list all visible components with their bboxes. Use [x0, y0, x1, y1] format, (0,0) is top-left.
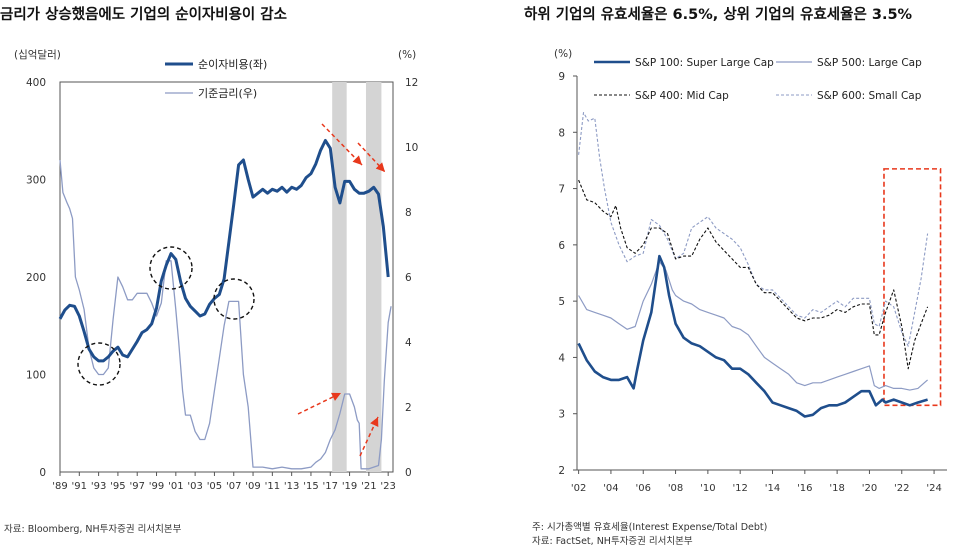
x-tick-label: '01: [168, 481, 183, 492]
right-y-tick-label: 12: [405, 77, 418, 89]
highlight-box: [883, 168, 942, 407]
x-tick-label: '09: [245, 481, 260, 492]
legend-label: S&P 100: Super Large Cap: [635, 57, 774, 69]
right-y-tick-label: 6: [405, 272, 412, 284]
shaded-period-1: [332, 82, 347, 472]
right-y-tick-label: 10: [405, 142, 418, 154]
right-chart-title: 하위 기업의 유효세율은 6.5%, 상위 기업의 유효세율은 3.5%: [524, 7, 913, 23]
x-tick-label: '19: [342, 481, 357, 492]
x-tick-label: '14: [765, 483, 780, 494]
left-y-tick-label: 200: [26, 272, 46, 284]
y-tick-label: 7: [558, 184, 565, 196]
x-tick-label: '08: [668, 483, 683, 494]
x-tick-label: '99: [149, 481, 164, 492]
y-tick-label: 6: [558, 240, 565, 252]
right-y-tick-label: 4: [405, 337, 412, 349]
x-tick-label: '95: [110, 481, 125, 492]
right-y-tick-label: 8: [405, 207, 412, 219]
left-chart-source: 자료: Bloomberg, NH투자증권 리서치본부: [4, 524, 182, 535]
series-line-s-p-600: [578, 112, 929, 347]
annotation-arrow-3: [297, 392, 342, 415]
legend-label: S&P 600: Small Cap: [817, 90, 922, 102]
x-tick-label: '04: [603, 483, 618, 494]
y-tick-label: 8: [558, 127, 565, 139]
left-axis-unit: (십억달러): [14, 49, 61, 61]
left-y-tick-label: 100: [26, 370, 46, 382]
x-tick-label: '23: [380, 481, 395, 492]
x-tick-label: '20: [862, 483, 877, 494]
legend-label: 기준금리(우): [198, 87, 257, 100]
x-tick-label: '97: [129, 481, 144, 492]
x-tick-label: '03: [187, 481, 202, 492]
left-chart-title: 금리가 상승했음에도 기업의 순이자비용이 감소: [0, 7, 287, 23]
x-tick-label: '10: [700, 483, 715, 494]
series-line-s-p-100: [577, 254, 928, 418]
right-axis-unit: (%): [398, 49, 416, 61]
right-chart-svg: 2 3 4 5 6 7 8 9 '02 '04 '06 '08 '10 '12 '14 '16 '18 '20 '2…: [554, 48, 947, 494]
left-y-tick-label: 300: [26, 175, 46, 187]
x-tick-label: '89: [52, 481, 67, 492]
left-y-tick-label: 0: [39, 467, 46, 479]
legend-label: S&P 400: Mid Cap: [635, 90, 729, 102]
right-y-tick-label: 0: [405, 467, 412, 479]
x-tick-label: '21: [361, 481, 376, 492]
x-tick-label: '13: [284, 481, 299, 492]
annotation-circle-2: [149, 246, 193, 290]
right-y-tick-label: 2: [405, 402, 412, 414]
plot-frame: [59, 81, 394, 473]
annotation-circle-3: [213, 278, 255, 320]
series-line-s-p-400: [578, 179, 929, 370]
annotation-circle-1: [77, 342, 121, 386]
x-tick-label: '16: [797, 483, 812, 494]
x-tick-label: '22: [894, 483, 909, 494]
left-y-tick-label: 400: [26, 77, 46, 89]
x-tick-label: '24: [926, 483, 941, 494]
left-chart-panel: 금리가 상승했음에도 기업의 순이자비용이 감소 0 100 200 300 400 0 2…: [0, 7, 418, 535]
annotation-arrow-4: [359, 416, 379, 457]
legend-label: 순이자비용(좌): [198, 58, 267, 71]
x-tick-label: '12: [732, 483, 747, 494]
shaded-period-2: [365, 82, 382, 472]
y-tick-label: 9: [558, 71, 565, 83]
x-tick-label: '91: [72, 481, 87, 492]
x-tick-label: '05: [207, 481, 222, 492]
x-tick-label: '18: [829, 483, 844, 494]
left-chart-svg: 0 100 200 300 400 0 2 4 6 8 10 12 '89 '91 '93 '95 '97 '99…: [14, 49, 418, 492]
y-tick-label: 3: [558, 409, 565, 421]
y-tick-label: 4: [558, 352, 565, 364]
x-tick-label: '11: [265, 481, 280, 492]
x-tick-label: '07: [226, 481, 241, 492]
x-tick-label: '06: [636, 483, 651, 494]
right-chart-note: 주: 시가총액별 유효세율(Interest Expense/Total Deb…: [532, 522, 768, 533]
annotation-arrow-1: [321, 123, 363, 166]
right-chart-panel: 하위 기업의 유효세율은 6.5%, 상위 기업의 유효세율은 3.5% 2 3 4…: [522, 0, 974, 547]
y-axis-unit: (%): [554, 48, 572, 60]
right-chart-source: 자료: FactSet, NH투자증권 리서치본부: [532, 536, 693, 547]
y-tick-label: 5: [558, 296, 565, 308]
legend-label: S&P 500: Large Cap: [817, 57, 922, 69]
x-tick-label: '02: [571, 483, 586, 494]
x-tick-label: '15: [303, 481, 318, 492]
policy-rate-line: [59, 159, 392, 470]
y-tick-label: 2: [558, 465, 565, 477]
x-tick-label: '93: [91, 481, 106, 492]
x-tick-label: '17: [323, 481, 338, 492]
series-line-s-p-500: [578, 261, 928, 391]
